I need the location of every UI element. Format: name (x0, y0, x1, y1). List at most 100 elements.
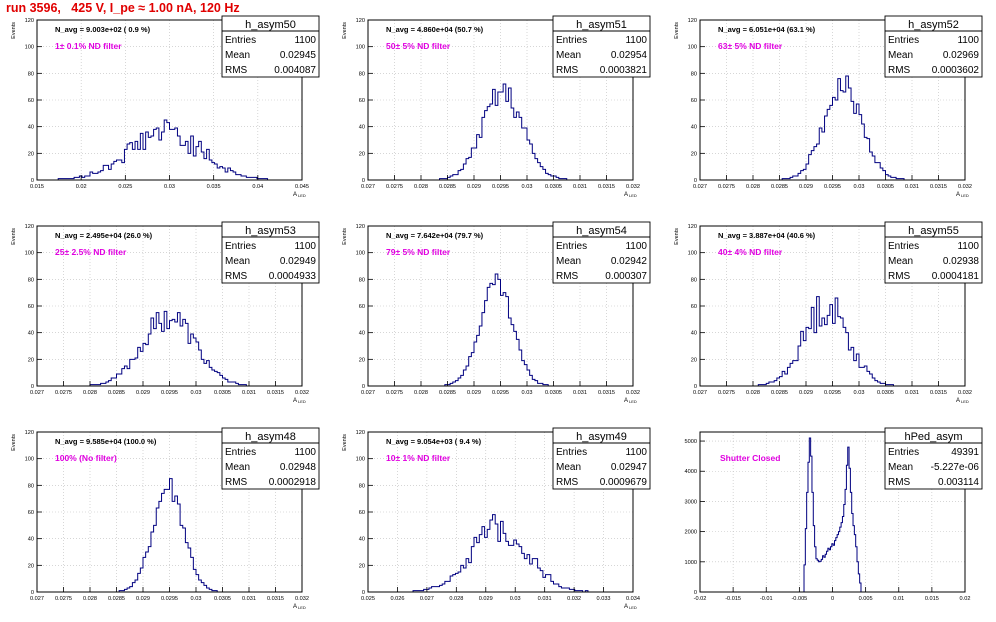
x-tick-label: 0.031 (242, 596, 256, 602)
x-tick-label: -0.01 (760, 596, 773, 602)
stats-value: 0.02938 (943, 256, 980, 267)
x-tick-label: 0.029 (136, 390, 150, 396)
stats-label: Mean (556, 256, 581, 267)
stats-value: 0.004087 (274, 65, 316, 76)
x-axis-title-subscript: LED (961, 399, 969, 404)
stats-value: 0.02949 (280, 256, 317, 267)
x-tick-label: 0.0315 (930, 390, 947, 396)
x-tick-label: 0.031 (905, 390, 919, 396)
x-tick-label: 0.0275 (386, 184, 403, 190)
y-tick-label: 60 (28, 98, 34, 104)
x-tick-label: 0.03 (522, 184, 533, 190)
stats-label: Mean (225, 462, 250, 473)
stats-value: 0.02954 (611, 50, 648, 61)
stats-label: Mean (888, 256, 913, 267)
stats-label: Mean (556, 50, 581, 61)
stats-box (221, 427, 320, 490)
y-axis-title: Events (11, 22, 17, 39)
filter-label: Shutter Closed (720, 453, 780, 463)
x-tick-label: 0.027 (420, 596, 434, 602)
x-tick-label: 0.031 (538, 596, 552, 602)
y-tick-label: 80 (691, 277, 697, 283)
stats-value: 0.02969 (943, 50, 980, 61)
y-tick-label: 20 (359, 357, 365, 363)
y-tick-label: 4000 (685, 469, 697, 475)
y-tick-label: 0 (362, 384, 365, 390)
x-tick-label: 0.0275 (718, 184, 735, 190)
x-axis-title-subscript: LED (629, 193, 637, 198)
stats-box (884, 221, 983, 284)
x-tick-label: 0.0315 (598, 184, 615, 190)
x-tick-label: 0.0305 (545, 184, 562, 190)
stats-value: 0.003114 (938, 477, 979, 488)
x-tick-label: 0.032 (567, 596, 581, 602)
histogram-name: h_asym55 (908, 225, 959, 237)
stats-label: Mean (888, 50, 913, 61)
navg-label: N_avg = 6.051e+04 (63.1 %) (718, 25, 816, 34)
chart-h_asym55: 0.027 0.0275 0.028 0.0285 0.029 0.0295 0.03 0.0… (674, 221, 983, 404)
stats-value: 0.02942 (611, 256, 648, 267)
x-tick-label: 0.0295 (492, 390, 509, 396)
stats-label: Entries (888, 241, 919, 252)
x-tick-label: 0.031 (573, 184, 587, 190)
x-tick-label: 0.027 (693, 390, 707, 396)
stats-box (552, 15, 651, 78)
stats-label: Entries (556, 447, 587, 458)
stats-label: Mean (556, 462, 581, 473)
y-tick-label: 100 (356, 45, 365, 51)
x-tick-label: 0.032 (295, 390, 309, 396)
filter-label: 100% (No filter) (55, 453, 117, 463)
histogram-name: h_asym49 (576, 431, 627, 443)
y-tick-label: 5000 (685, 439, 697, 445)
y-tick-label: 100 (25, 457, 34, 463)
y-tick-label: 40 (359, 125, 365, 131)
x-tick-label: 0.01 (893, 596, 904, 602)
filter-label: 50± 5% ND filter (386, 41, 451, 51)
y-axis-title: Events (11, 434, 17, 451)
x-tick-label: 0.028 (414, 184, 428, 190)
x-axis-title-subscript: LED (629, 605, 637, 610)
stats-value: 1100 (957, 241, 979, 252)
y-tick-label: 80 (359, 277, 365, 283)
x-axis-title: A (293, 398, 297, 404)
histogram-series (37, 310, 302, 387)
stats-value: 1100 (294, 447, 316, 458)
chart-h_asym50: 0.015 0.02 0.025 0.03 0.035 0.04 0.045 0 20 40 60 8… (11, 15, 320, 198)
x-tick-label: 0.027 (30, 596, 44, 602)
x-tick-label: 0.03 (164, 184, 175, 190)
x-tick-label: 0.0305 (877, 184, 894, 190)
stats-label: Entries (556, 241, 587, 252)
x-tick-label: 0.029 (467, 184, 481, 190)
x-tick-label: 0.0285 (439, 390, 456, 396)
chart-h_asym51: 0.027 0.0275 0.028 0.0285 0.029 0.0295 0.03 0.0… (342, 15, 651, 198)
stats-label: RMS (888, 477, 911, 488)
y-tick-label: 100 (356, 251, 365, 257)
x-axis-title: A (956, 192, 960, 198)
x-tick-label: 0.0285 (771, 184, 788, 190)
y-tick-label: 0 (694, 590, 697, 596)
filter-label: 40± 4% ND filter (718, 247, 783, 257)
x-tick-label: 0.0315 (598, 390, 615, 396)
y-tick-label: 40 (359, 331, 365, 337)
x-axis-title-subscript: LED (298, 399, 306, 404)
x-tick-label: 0.028 (414, 390, 428, 396)
x-tick-label: 0.015 (30, 184, 44, 190)
y-tick-label: 20 (691, 357, 697, 363)
stats-label: RMS (225, 271, 248, 282)
stats-value: 0.0003821 (600, 65, 648, 76)
stats-value: 49391 (951, 447, 979, 458)
x-tick-label: 0.029 (136, 596, 150, 602)
x-tick-label: 0.0315 (267, 596, 284, 602)
stats-label: Mean (888, 462, 913, 473)
x-tick-label: 0.025 (361, 596, 375, 602)
x-axis-title: A (956, 398, 960, 404)
x-tick-label: 0 (831, 596, 834, 602)
x-tick-label: 0.027 (361, 184, 375, 190)
navg-label: N_avg = 7.642e+04 (79.7 %) (386, 231, 484, 240)
y-axis-title: Events (11, 228, 17, 245)
navg-label: N_avg = 4.860e+04 (50.7 %) (386, 25, 484, 34)
stats-box (221, 221, 320, 284)
stats-label: Entries (225, 447, 256, 458)
chart-h_asym53: 0.027 0.0275 0.028 0.0285 0.029 0.0295 0.03 0.0… (11, 221, 320, 404)
x-tick-label: 0.045 (295, 184, 309, 190)
